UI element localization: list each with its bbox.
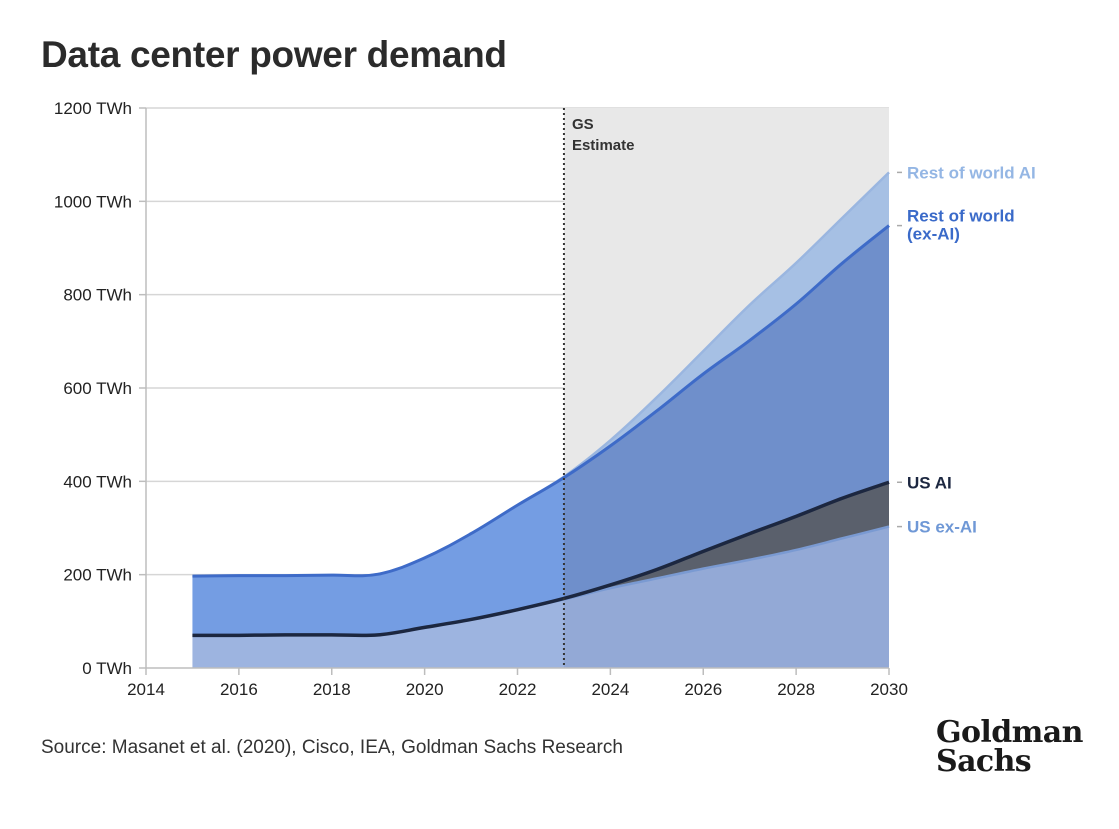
series-end-label-line: Rest of world AI: [907, 163, 1036, 182]
axes: 0 TWh 200 TWh 400 TWh 600 TWh 800 TWh 1000 TW…: [54, 99, 908, 699]
estimate-annotation-line: Estimate: [572, 137, 635, 154]
x-tick-label: 2014: [127, 680, 165, 699]
logo-line-1: Goldman: [936, 715, 1083, 750]
series-end-label: Rest of world AI: [907, 163, 1036, 182]
chart-title: Data center power demand: [41, 34, 507, 75]
estimate-annotation: GS Estimate: [572, 116, 635, 154]
x-tick-label: 2030: [870, 680, 908, 699]
x-tick-label: 2024: [591, 680, 629, 699]
line-row-ex-ai: [192, 224, 890, 578]
x-tick-label: 2020: [406, 680, 444, 699]
x-tick-label: 2022: [499, 680, 537, 699]
series-end-label: US AI: [907, 473, 952, 492]
series-end-labels: Rest of world AI Rest of world (ex-AI) US A…: [897, 163, 1036, 537]
area-row-ex-ai-historic: [192, 477, 564, 636]
logo-line-2: Sachs: [936, 744, 1032, 779]
estimate-annotation-line: GS: [572, 116, 594, 133]
y-tick-label: 800 TWh: [63, 286, 132, 305]
series-end-label: Rest of world (ex-AI): [907, 207, 1015, 244]
goldman-sachs-logo: Goldman Sachs: [936, 715, 1083, 779]
area-us-ex-ai: [192, 526, 889, 668]
area-row-ex-ai-estimate: [563, 225, 889, 599]
series-end-label-line: (ex-AI): [907, 225, 960, 244]
series-end-label-line: US ex-AI: [907, 518, 977, 537]
y-tick-label: 400 TWh: [63, 472, 132, 491]
area-us-ex-ai-estimate-tint: [563, 526, 889, 668]
y-tick-label: 0 TWh: [82, 659, 132, 678]
series-lines: [192, 171, 890, 638]
x-tick-label: 2018: [313, 680, 351, 699]
series-end-label-line: Rest of world: [907, 207, 1015, 226]
x-tick-label: 2016: [220, 680, 258, 699]
series-end-label-line: US AI: [907, 473, 952, 492]
series-end-label: US ex-AI: [907, 518, 977, 537]
line-us-ai: [192, 480, 890, 638]
y-tick-label: 1000 TWh: [54, 192, 132, 211]
y-tick-label: 200 TWh: [63, 566, 132, 585]
y-tick-label: 600 TWh: [63, 379, 132, 398]
y-tick-label: 1200 TWh: [54, 99, 132, 118]
source-note: Source: Masanet et al. (2020), Cisco, IE…: [41, 737, 623, 758]
x-tick-label: 2028: [777, 680, 815, 699]
x-tick-label: 2026: [684, 680, 722, 699]
